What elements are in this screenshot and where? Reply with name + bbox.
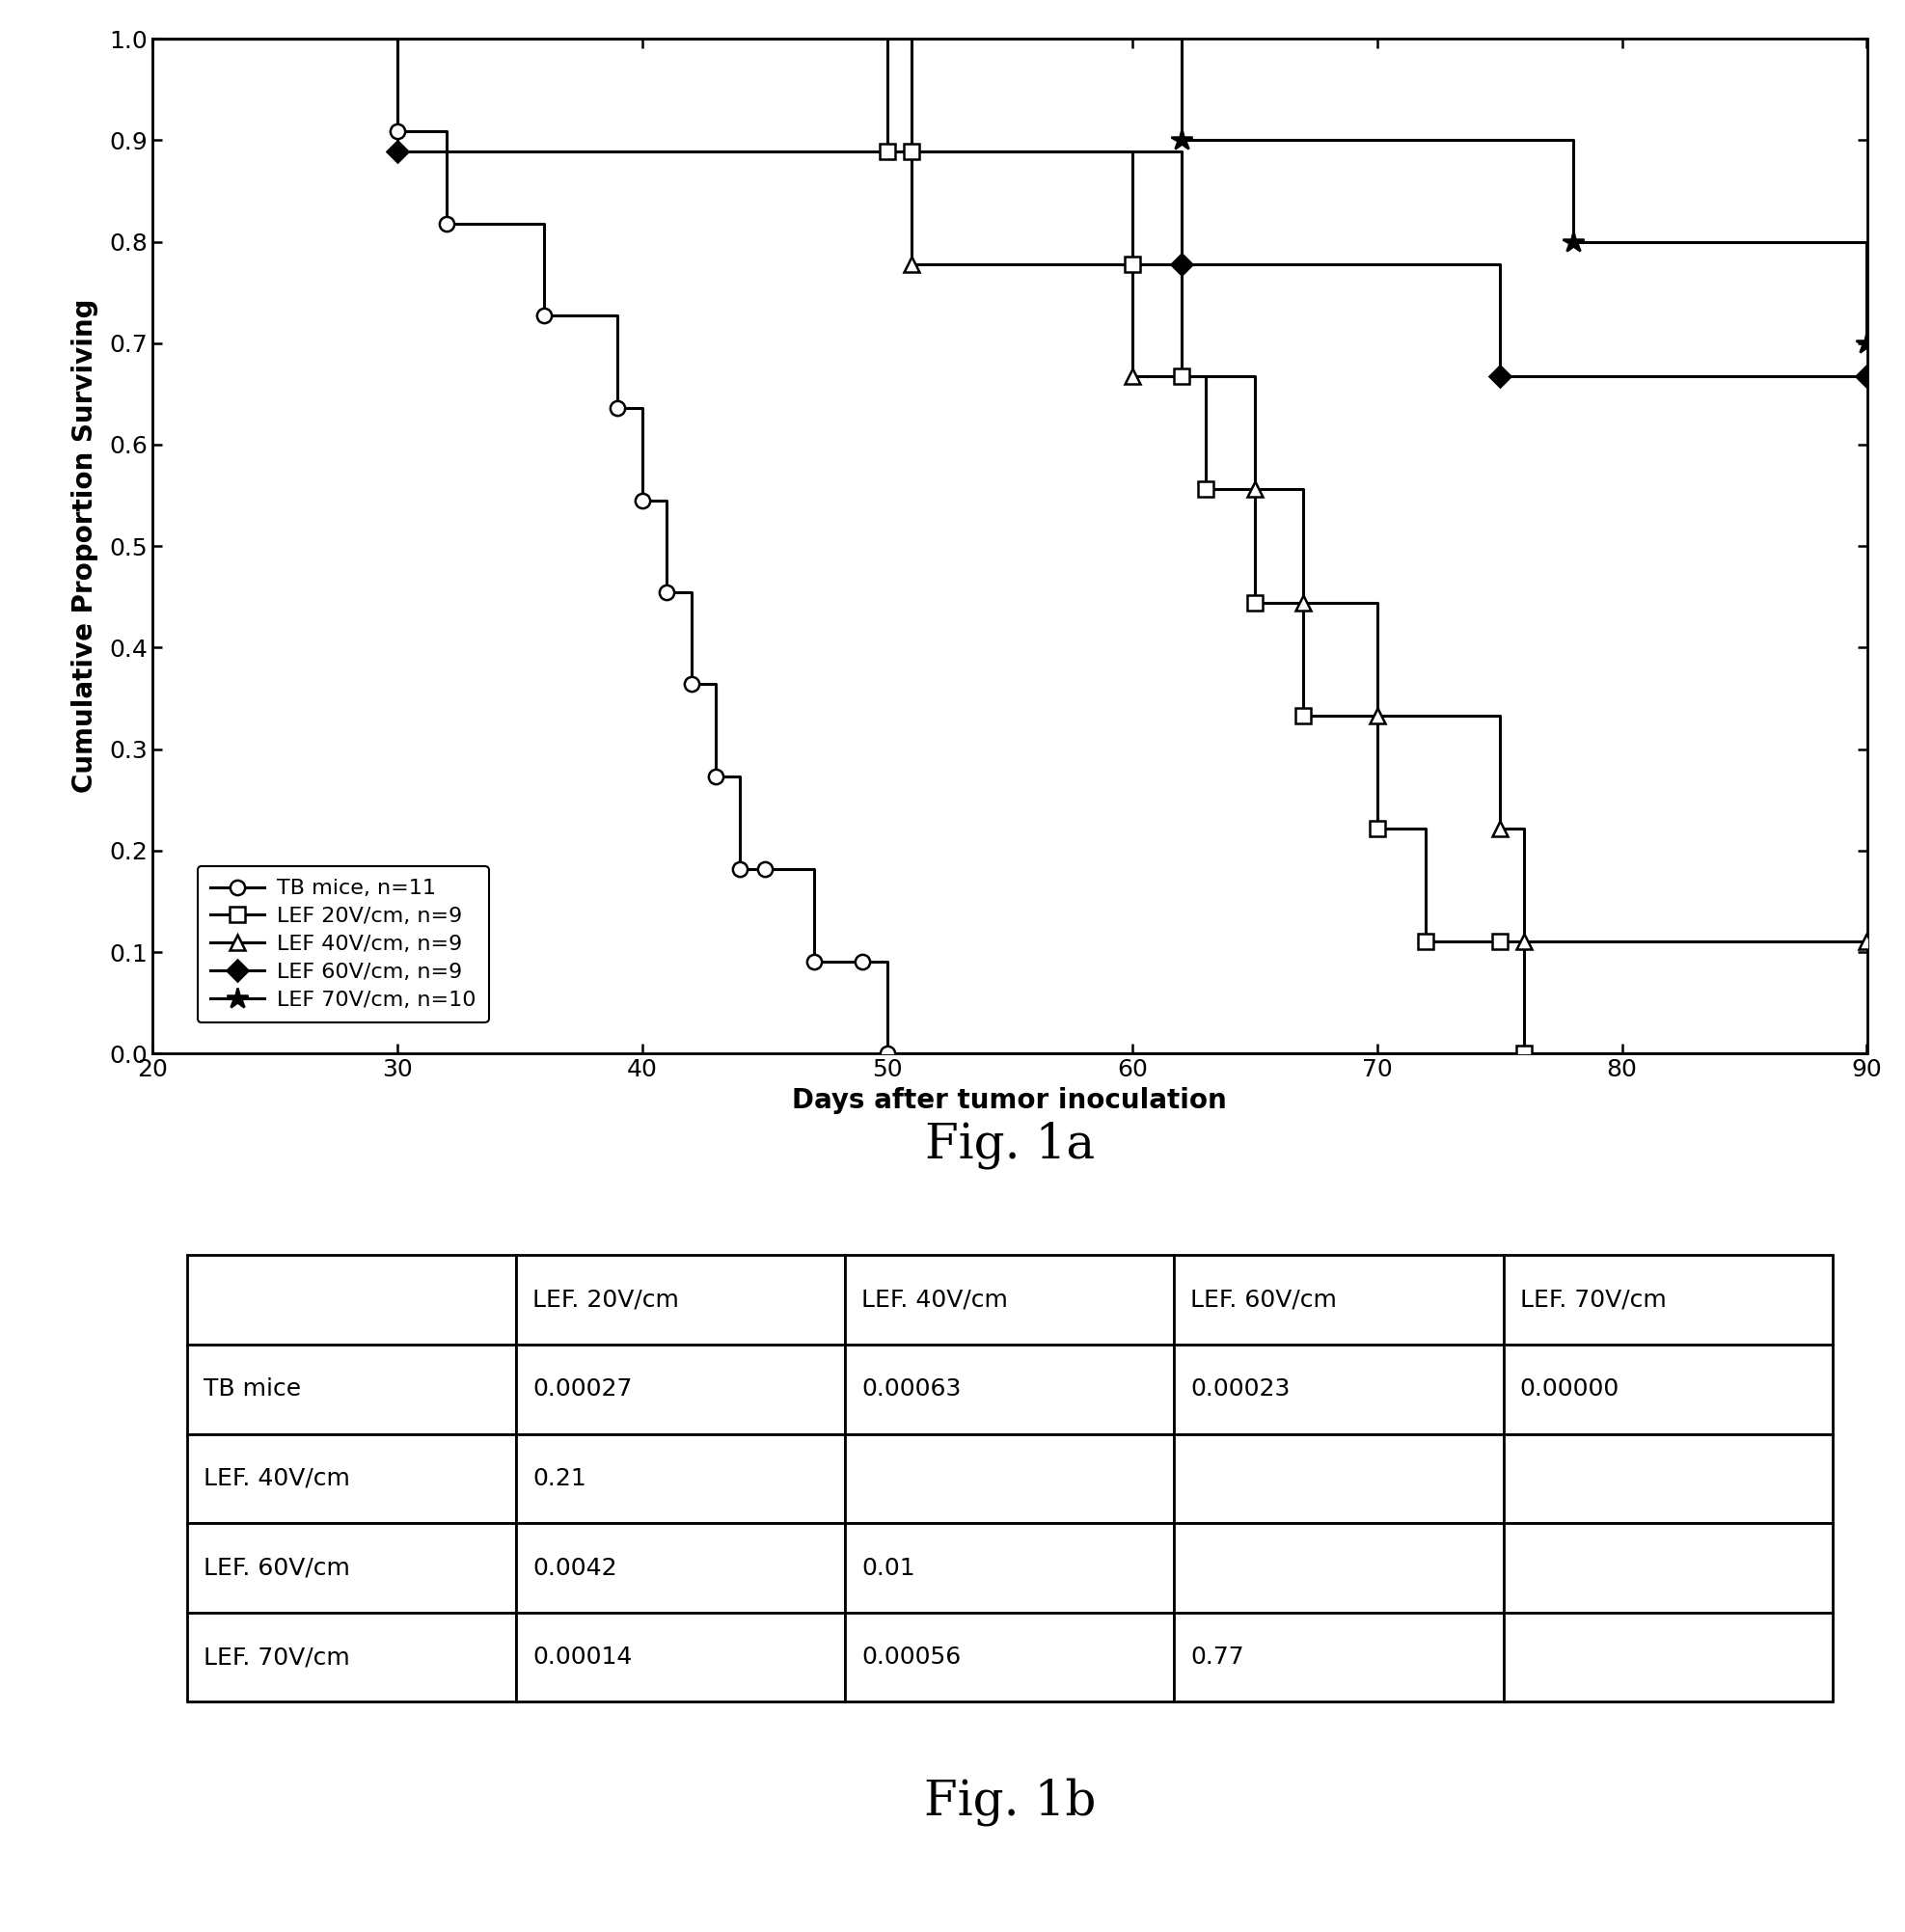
Y-axis label: Cumulative Proportion Surviving: Cumulative Proportion Surviving — [72, 299, 99, 794]
X-axis label: Days after tumor inoculation: Days after tumor inoculation — [792, 1088, 1227, 1115]
Legend: TB mice, n=11, LEF 20V/cm, n=9, LEF 40V/cm, n=9, LEF 60V/cm, n=9, LEF 70V/cm, n=: TB mice, n=11, LEF 20V/cm, n=9, LEF 40V/… — [198, 866, 490, 1022]
Text: Fig. 1a: Fig. 1a — [924, 1121, 1095, 1169]
Text: Fig. 1b: Fig. 1b — [924, 1777, 1095, 1826]
